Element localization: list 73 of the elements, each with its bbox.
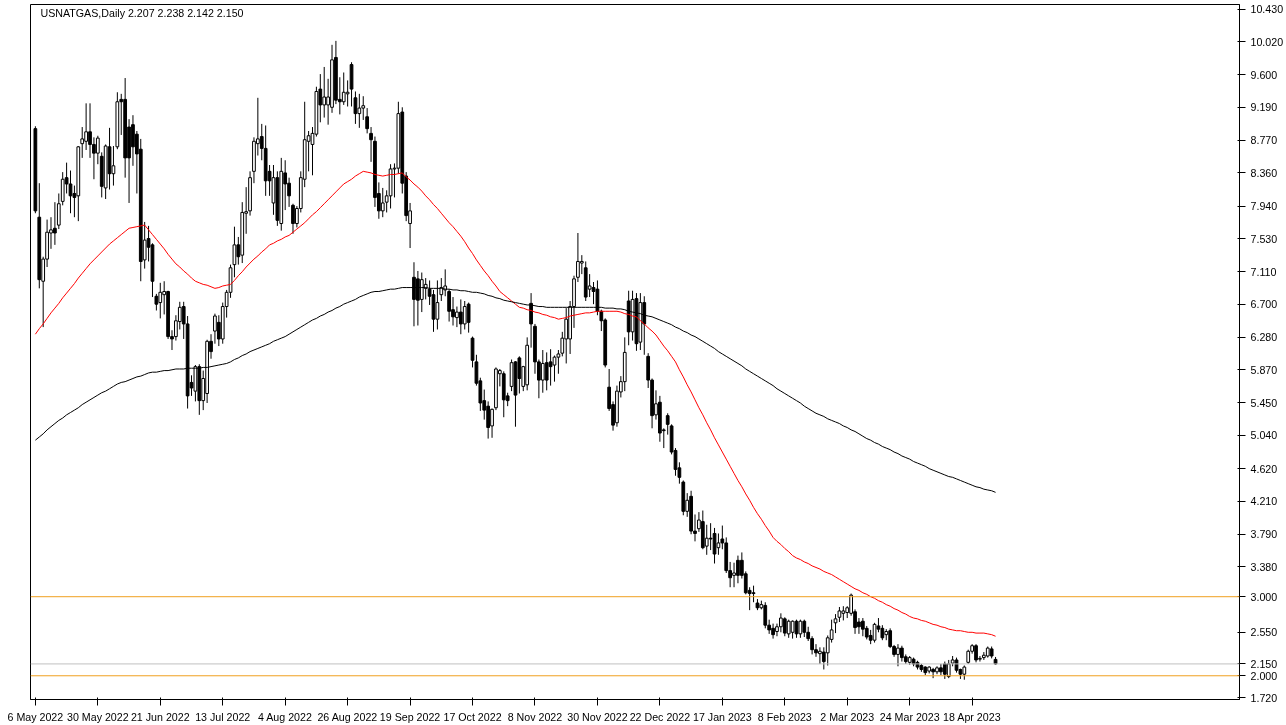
y-tick-label: 7.530 xyxy=(1250,232,1278,245)
x-tick-label: 18 Apr 2023 xyxy=(943,710,1001,723)
y-tick-label: 5.450 xyxy=(1250,397,1278,409)
y-tick-label: 10.430 xyxy=(1250,3,1284,16)
x-tick-label: 8 Feb 2023 xyxy=(757,710,812,723)
candlestick xyxy=(158,282,163,319)
y-tick-label: 7.110 xyxy=(1250,265,1277,278)
x-tick-label: 30 Nov 2022 xyxy=(567,710,628,723)
y-tick-label: 4.210 xyxy=(1250,495,1278,508)
x-tick-label: 4 Aug 2022 xyxy=(257,710,312,723)
candlestick xyxy=(357,93,362,129)
y-tick-label: 4.620 xyxy=(1250,462,1278,475)
candlestick xyxy=(544,351,549,391)
x-tick-label: 17 Oct 2022 xyxy=(443,710,502,723)
x-tick-label: 13 Jul 2022 xyxy=(195,710,251,723)
candlestick xyxy=(786,619,791,639)
y-tick-label: 6.700 xyxy=(1250,298,1278,311)
candlestick xyxy=(458,298,463,335)
y-tick-label: 5.040 xyxy=(1250,429,1278,442)
candlestick xyxy=(931,667,935,679)
ref-line-label: 2.000 xyxy=(1250,669,1278,682)
candlestick xyxy=(763,601,768,629)
x-tick-label: 24 Mar 2023 xyxy=(879,710,940,723)
candlestick xyxy=(462,300,467,330)
y-tick-label: 9.190 xyxy=(1250,101,1278,114)
x-tick-label: 2 Mar 2023 xyxy=(820,710,875,723)
candlestick xyxy=(818,646,822,665)
candlestick xyxy=(716,532,721,556)
y-tick-label: 6.280 xyxy=(1250,331,1278,344)
candlestick xyxy=(642,295,647,356)
x-tick-label: 26 Aug 2022 xyxy=(317,710,378,723)
candlestick xyxy=(794,619,799,639)
candlestick xyxy=(517,355,522,395)
candlestick xyxy=(736,555,740,584)
y-tick-label: 3.380 xyxy=(1250,560,1278,573)
y-tick-label: 8.770 xyxy=(1250,134,1278,147)
ref-line-label: 2.150 xyxy=(1250,657,1278,670)
candlestick xyxy=(939,663,943,676)
x-tick-label: 8 Nov 2022 xyxy=(507,710,563,723)
y-tick-label: 8.360 xyxy=(1250,166,1278,179)
candlestick xyxy=(771,623,775,640)
y-tick-label: 3.790 xyxy=(1250,528,1278,541)
x-tick-label: 21 Jun 2022 xyxy=(130,710,190,723)
y-tick-label: 2.550 xyxy=(1250,626,1278,639)
candlestick xyxy=(708,522,713,551)
candlestick xyxy=(322,66,327,119)
candlestick xyxy=(380,187,385,218)
x-tick-label: 30 May 2022 xyxy=(67,710,129,723)
y-tick-label: 7.940 xyxy=(1250,200,1278,213)
x-tick-label: 19 Sep 2022 xyxy=(379,710,441,723)
candlestick xyxy=(564,307,569,364)
candlestick xyxy=(548,348,553,387)
candlestick xyxy=(732,562,736,588)
candlestick xyxy=(860,617,865,637)
chart-title: USNATGAS,Daily 2.207 2.238 2.142 2.150 xyxy=(40,6,244,19)
y-tick-label: 1.720 xyxy=(1250,691,1278,704)
candlestick xyxy=(782,616,787,637)
y-tick-label: 10.020 xyxy=(1250,35,1284,48)
candlestick xyxy=(466,302,471,334)
candlestick xyxy=(341,72,346,106)
candlestick xyxy=(704,524,709,556)
x-tick-label: 6 May 2022 xyxy=(7,710,64,723)
y-tick-label: 9.600 xyxy=(1250,68,1278,81)
x-tick-label: 17 Jan 2023 xyxy=(693,710,752,723)
line-series xyxy=(34,170,997,637)
x-tick-label: 22 Dec 2022 xyxy=(629,710,691,723)
candlestick xyxy=(896,643,900,667)
candlestick xyxy=(779,612,783,633)
ref-line-label: 3.000 xyxy=(1250,590,1278,603)
y-tick-label: 5.870 xyxy=(1250,363,1278,376)
candlestick xyxy=(540,349,545,394)
candlestick xyxy=(712,527,717,564)
candlestick xyxy=(974,643,978,663)
